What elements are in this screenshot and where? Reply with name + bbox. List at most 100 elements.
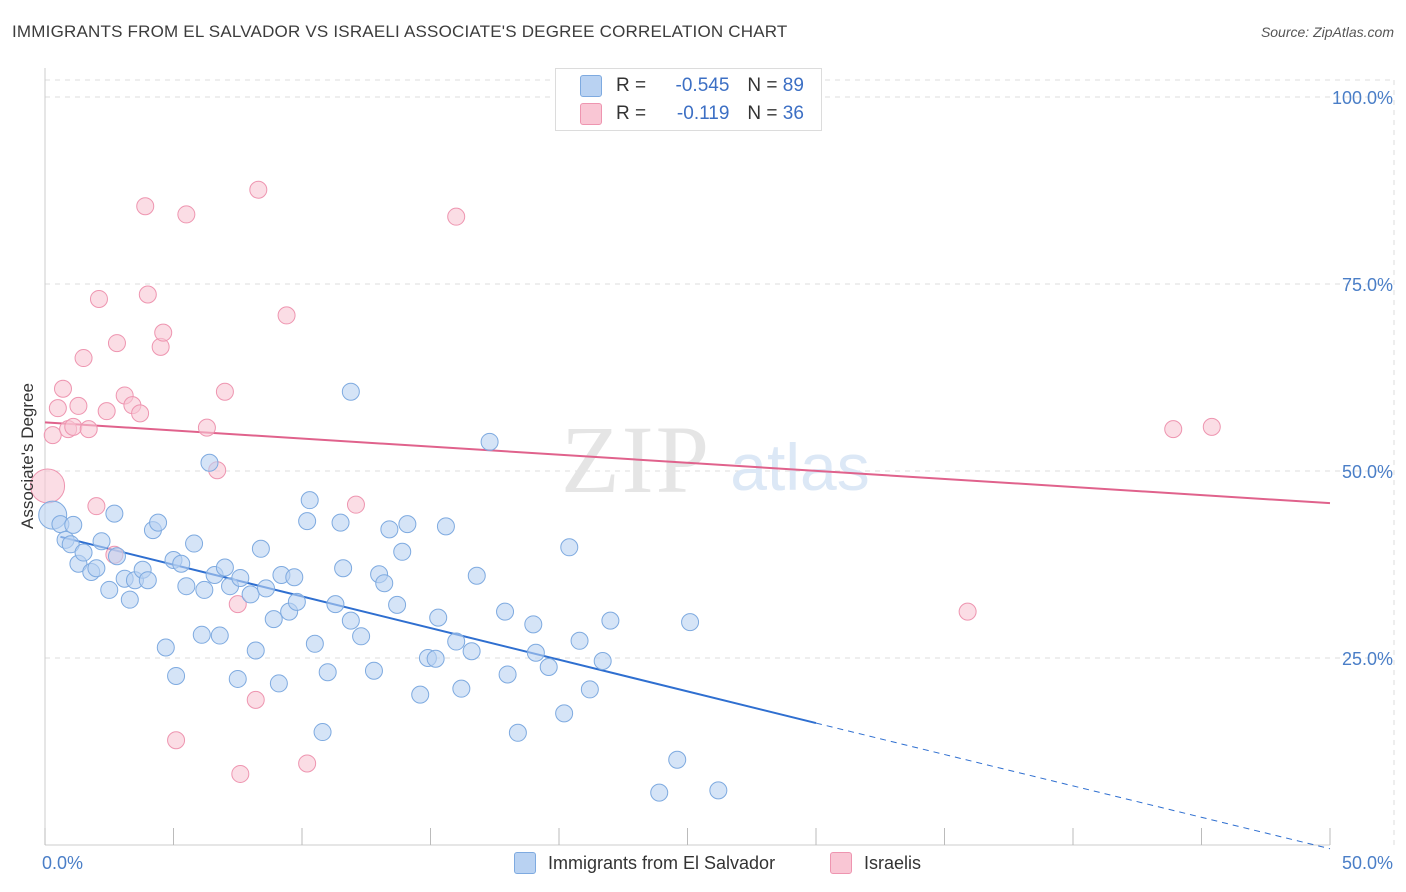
data-point-el-salvador bbox=[192, 625, 211, 644]
data-point-el-salvador bbox=[398, 515, 417, 534]
data-point-el-salvador bbox=[149, 513, 168, 532]
tick-labels: 100.0% 75.0% 50.0% 25.0% 0.0% 50.0% bbox=[42, 88, 1393, 873]
data-point-el-salvador bbox=[650, 783, 669, 802]
data-point-el-salvador bbox=[215, 558, 234, 577]
data-point-el-salvador bbox=[331, 513, 350, 532]
data-point-israelis bbox=[97, 402, 116, 421]
x-tick-label: 0.0% bbox=[42, 853, 83, 873]
data-point-el-salvador bbox=[107, 547, 126, 566]
data-point-el-salvador bbox=[74, 543, 93, 562]
data-point-el-salvador bbox=[92, 532, 111, 551]
data-point-el-salvador bbox=[105, 504, 124, 523]
data-point-israelis bbox=[298, 754, 317, 773]
y-tick-label: 25.0% bbox=[1342, 649, 1393, 669]
chart-source: Source: ZipAtlas.com bbox=[1260, 24, 1394, 40]
data-point-israelis bbox=[249, 180, 268, 199]
data-point-israelis bbox=[79, 420, 98, 439]
data-point-el-salvador bbox=[601, 611, 620, 630]
series-el-salvador bbox=[38, 382, 728, 802]
legend-label-israelis: Israelis bbox=[864, 852, 922, 873]
data-point-israelis bbox=[447, 207, 466, 226]
data-point-israelis bbox=[107, 334, 126, 353]
data-point-el-salvador bbox=[496, 602, 515, 621]
data-point-israelis bbox=[246, 690, 265, 709]
data-point-el-salvador bbox=[524, 615, 543, 634]
legend-n-label: N = bbox=[747, 103, 778, 124]
legend-r-label: R = bbox=[616, 75, 647, 96]
legend-r-value: -0.545 bbox=[675, 75, 730, 96]
data-point-el-salvador bbox=[61, 535, 80, 554]
chart-title: IMMIGRANTS FROM EL SALVADOR VS ISRAELI A… bbox=[12, 22, 788, 41]
data-point-el-salvador bbox=[508, 723, 527, 742]
data-point-el-salvador bbox=[570, 631, 589, 650]
legend-n-value: 89 bbox=[782, 75, 804, 96]
y-axis-title: Associate's Degree bbox=[18, 383, 37, 529]
data-point-el-salvador bbox=[100, 580, 119, 599]
data-point-el-salvador bbox=[388, 595, 407, 614]
data-point-el-salvador bbox=[318, 663, 337, 682]
data-point-el-salvador bbox=[195, 580, 214, 599]
data-point-el-salvador bbox=[298, 512, 317, 531]
data-point-israelis bbox=[167, 731, 186, 750]
data-point-el-salvador bbox=[668, 750, 687, 769]
data-point-israelis bbox=[89, 289, 108, 308]
data-point-el-salvador bbox=[526, 643, 545, 662]
legend-swatch-pink bbox=[580, 103, 602, 125]
trendline-israelis bbox=[44, 421, 1331, 505]
data-point-el-salvador bbox=[452, 679, 471, 698]
legend-row-israelis: R = -0.119 N = 36 bbox=[580, 100, 804, 128]
data-point-el-salvador bbox=[709, 781, 728, 800]
data-point-israelis bbox=[277, 306, 296, 325]
data-point-el-salvador bbox=[555, 704, 574, 723]
data-point-israelis bbox=[131, 404, 150, 423]
data-point-el-salvador bbox=[210, 626, 229, 645]
correlation-legend: R = -0.545 N = 89 R = -0.119 N = 36 bbox=[555, 68, 822, 131]
data-point-israelis bbox=[1164, 420, 1183, 439]
legend-n-label: N = bbox=[747, 75, 778, 96]
legend-swatch-blue bbox=[514, 852, 536, 874]
data-point-el-salvador bbox=[426, 649, 445, 668]
data-point-el-salvador bbox=[264, 610, 283, 629]
data-point-el-salvador bbox=[447, 632, 466, 651]
trendline-el-salvador-extrapolated bbox=[815, 722, 1331, 850]
y-tick-label: 50.0% bbox=[1342, 462, 1393, 482]
data-point-el-salvador bbox=[287, 592, 306, 611]
legend-label-el-salvador: Immigrants from El Salvador bbox=[548, 852, 776, 873]
data-point-israelis bbox=[87, 497, 106, 516]
data-point-israelis bbox=[48, 399, 67, 418]
legend-item-el-salvador[interactable]: Immigrants from El Salvador bbox=[514, 852, 775, 874]
data-point-el-salvador bbox=[429, 608, 448, 627]
data-point-el-salvador bbox=[185, 534, 204, 553]
data-point-el-salvador bbox=[228, 669, 247, 688]
data-point-el-salvador bbox=[539, 657, 558, 676]
legend-item-israelis[interactable]: Israelis bbox=[830, 852, 921, 874]
data-point-israelis bbox=[1202, 417, 1221, 436]
data-point-el-salvador bbox=[87, 559, 106, 578]
x-tick-label: 50.0% bbox=[1342, 853, 1393, 873]
data-point-el-salvador bbox=[257, 579, 276, 598]
data-point-el-salvador bbox=[480, 432, 499, 451]
legend-n-value: 36 bbox=[782, 103, 804, 124]
data-point-el-salvador bbox=[393, 542, 412, 561]
data-point-el-salvador bbox=[177, 577, 196, 596]
data-point-israelis bbox=[53, 379, 72, 398]
data-point-el-salvador bbox=[269, 674, 288, 693]
watermark: ZIP atlas bbox=[561, 406, 870, 513]
data-point-el-salvador bbox=[560, 538, 579, 557]
legend-r-value: -0.119 bbox=[676, 103, 730, 124]
data-point-el-salvador bbox=[334, 559, 353, 578]
data-point-el-salvador bbox=[681, 613, 700, 632]
data-point-el-salvador bbox=[380, 520, 399, 539]
data-point-el-salvador bbox=[462, 642, 481, 661]
data-point-el-salvador bbox=[341, 382, 360, 401]
data-point-el-salvador bbox=[593, 651, 612, 670]
data-point-el-salvador bbox=[411, 685, 430, 704]
data-point-israelis bbox=[138, 285, 157, 304]
axes bbox=[44, 68, 1331, 846]
gridlines bbox=[45, 79, 1395, 845]
y-tick-label: 75.0% bbox=[1342, 275, 1393, 295]
data-point-el-salvador bbox=[313, 723, 332, 742]
legend-row-el-salvador: R = -0.545 N = 89 bbox=[580, 72, 804, 100]
series-legend: Immigrants from El Salvador Israelis bbox=[0, 852, 1406, 876]
